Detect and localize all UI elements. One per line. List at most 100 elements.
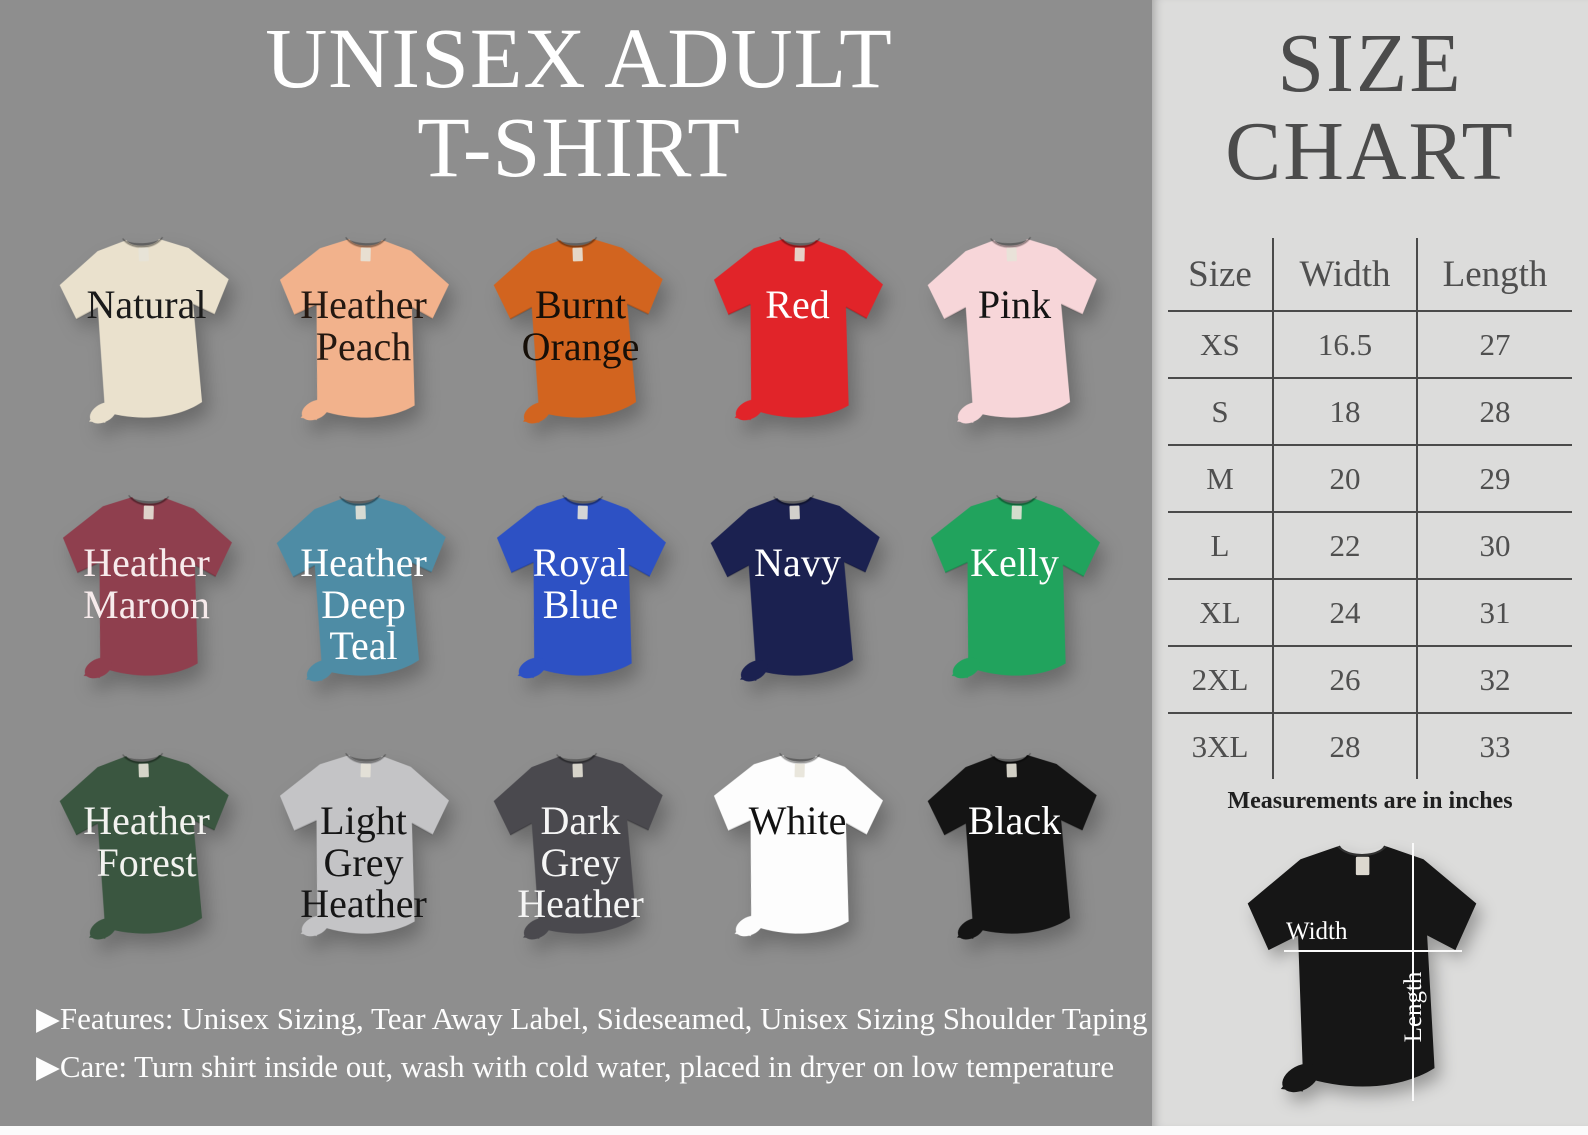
- tshirt-graphic: [930, 494, 1100, 679]
- neck-tag: [360, 763, 371, 778]
- neck-opening: [339, 494, 380, 506]
- neck-tag: [794, 247, 805, 262]
- shirt-royal-blue: Royal Blue: [472, 470, 689, 728]
- size-table-cell: 28: [1416, 377, 1572, 444]
- features-line: ▶Features: Unisex Sizing, Tear Away Labe…: [36, 1001, 1148, 1036]
- length-measure-label: Length: [1400, 971, 1427, 1043]
- tshirt-graphic: [493, 752, 663, 940]
- size-table-cell: L: [1168, 511, 1272, 578]
- size-table-cell: 2XL: [1168, 645, 1272, 712]
- size-table-cell: 33: [1416, 712, 1572, 779]
- size-table-cell: 3XL: [1168, 712, 1272, 779]
- neck-tag: [138, 247, 149, 262]
- shirt-heather-peach: Heather Peach: [255, 212, 472, 470]
- size-table-cell: 28: [1272, 712, 1416, 779]
- size-table-header-size: Size: [1188, 253, 1252, 295]
- neck-tag: [577, 505, 588, 520]
- neck-opening: [122, 752, 163, 764]
- tshirt-graphic: [279, 236, 449, 421]
- width-measure-label: Width: [1286, 918, 1348, 945]
- tshirt-graphic: [59, 236, 229, 424]
- measurement-diagram: Width Length: [1172, 816, 1552, 1128]
- shirt-kelly: Kelly: [906, 470, 1123, 728]
- page-title-line2: T-SHIRT: [417, 99, 741, 196]
- page-title-line1: UNISEX ADULT: [265, 10, 893, 106]
- neck-opening: [779, 753, 820, 764]
- footer-notes: ▶Features: Unisex Sizing, Tear Away Labe…: [36, 995, 1148, 1091]
- neck-tag: [572, 247, 583, 262]
- width-measure-line: [1284, 950, 1462, 952]
- neck-tag: [1011, 505, 1022, 520]
- size-table-cell: 18: [1272, 377, 1416, 444]
- shirt-pink: Pink: [906, 212, 1123, 470]
- size-table: Size Width Length XS 16.5 27 S 18 28 M 20 29 L 22 3…: [1168, 238, 1572, 779]
- size-chart-title-line2: CHART: [1225, 105, 1515, 199]
- size-chart-title: SIZE CHART: [1152, 17, 1588, 199]
- size-chart-panel: SIZE CHART Size Width Length XS 16.5 27 S 18…: [1152, 0, 1588, 1126]
- size-table-cell: XL: [1168, 578, 1272, 645]
- tshirt-graphic: [59, 752, 229, 940]
- size-table-cell: 30: [1416, 511, 1572, 578]
- neck-opening: [562, 495, 603, 506]
- neck-tag: [1006, 763, 1017, 778]
- size-table-cell: 27: [1416, 310, 1572, 377]
- shirt-heather-maroon: Heather Maroon: [38, 470, 255, 728]
- tshirt-graphic: [279, 752, 449, 937]
- size-table-cell: 29: [1416, 444, 1572, 511]
- size-table-cell: 32: [1416, 645, 1572, 712]
- neck-opening: [128, 495, 169, 506]
- size-table-cell: S: [1168, 377, 1272, 444]
- neck-tag: [572, 763, 583, 778]
- size-table-header-length: Length: [1416, 238, 1572, 310]
- size-table-header-width: Width: [1272, 238, 1416, 310]
- neck-tag: [355, 505, 366, 520]
- neck-opening: [556, 236, 597, 248]
- neck-opening: [990, 752, 1031, 764]
- tshirt-graphic: [710, 494, 880, 682]
- tshirt-graphic: [927, 236, 1097, 424]
- neck-opening: [345, 237, 386, 248]
- shirt-red: Red: [689, 212, 906, 470]
- neck-tag: [138, 763, 149, 778]
- tshirt-graphic: [496, 494, 666, 679]
- tshirt-graphic: [276, 494, 446, 682]
- shirt-natural: Natural: [38, 212, 255, 470]
- page-title: UNISEX ADULT T-SHIRT: [0, 10, 1158, 196]
- neck-tag: [794, 763, 805, 778]
- tshirt-graphic: [713, 752, 883, 937]
- neck-opening: [122, 236, 163, 248]
- neck-opening: [779, 237, 820, 248]
- shirt-burnt-orange: Burnt Orange: [472, 212, 689, 470]
- shirt-navy: Navy: [689, 470, 906, 728]
- size-table-cell: 16.5: [1272, 310, 1416, 377]
- neck-tag: [1355, 856, 1370, 876]
- shirt-black: Black: [906, 728, 1123, 986]
- shirt-light-grey-heather: Light Grey Heather: [255, 728, 472, 986]
- tshirt-graphic: [713, 236, 883, 421]
- size-table-cell: 31: [1416, 578, 1572, 645]
- shirt-dark-grey-heather: Dark Grey Heather: [472, 728, 689, 986]
- size-table-cell: XS: [1168, 310, 1272, 377]
- size-table-cell: 20: [1272, 444, 1416, 511]
- shirt-grid: Natural Heather Peach Burnt Orange: [38, 212, 1126, 986]
- tshirt-graphic: [62, 494, 232, 679]
- neck-tag: [789, 505, 800, 520]
- size-table-cell: 26: [1272, 645, 1416, 712]
- measurement-tshirt-graphic: [1247, 843, 1477, 1093]
- neck-tag: [143, 505, 154, 520]
- neck-opening: [996, 495, 1037, 506]
- shirt-heather-deep-teal: Heather Deep Teal: [255, 470, 472, 728]
- size-table-cell: M: [1168, 444, 1272, 511]
- neck-opening: [990, 236, 1031, 248]
- tshirt-graphic: [493, 236, 663, 424]
- neck-tag: [1006, 247, 1017, 262]
- length-measure-line: [1412, 843, 1414, 1101]
- neck-opening: [345, 753, 386, 764]
- shirt-white: White: [689, 728, 906, 986]
- tshirt-graphic: [927, 752, 1097, 940]
- neck-opening: [1334, 843, 1390, 857]
- bottom-border-strip: [0, 1126, 1588, 1135]
- care-line: ▶Care: Turn shirt inside out, wash with …: [36, 1049, 1115, 1085]
- size-chart-title-line1: SIZE: [1277, 17, 1463, 110]
